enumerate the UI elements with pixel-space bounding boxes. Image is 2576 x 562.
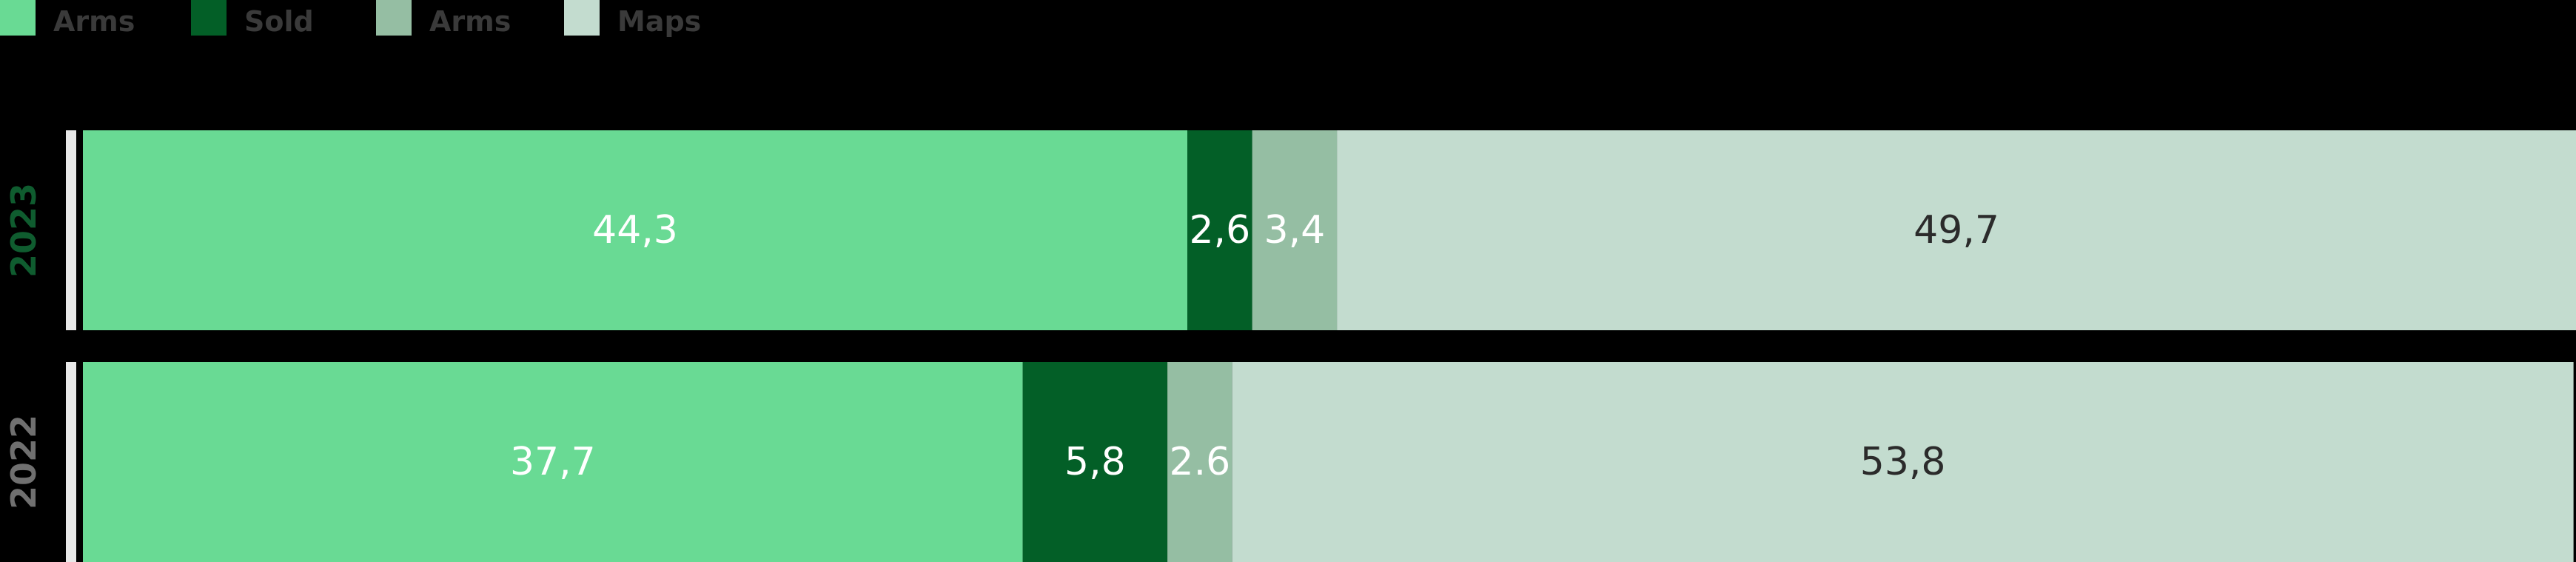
- bar-value-label: 53,8: [1860, 440, 1946, 484]
- bar-value-label: 2,6: [1189, 208, 1250, 252]
- bar-value-label: 37,7: [510, 440, 596, 484]
- bar-value-label: 49,7: [1913, 208, 1999, 252]
- legend-label: Arms: [429, 5, 511, 38]
- bar-segment: [1232, 362, 2574, 562]
- category-label: 2022: [4, 415, 44, 509]
- bar-segment: [1337, 130, 2576, 330]
- legend-swatch: [564, 0, 600, 36]
- bar-segment: [1187, 130, 1252, 330]
- legend-label: Maps: [617, 5, 701, 38]
- bar-segment: [83, 130, 1188, 330]
- legend-swatch: [376, 0, 412, 36]
- bar-value-label: 3,4: [1264, 208, 1325, 252]
- bar-segment: [1252, 130, 1338, 330]
- category-label: 2023: [4, 183, 44, 278]
- bar-segment: [1022, 362, 1168, 562]
- bar-segment: [83, 362, 1023, 562]
- legend-label: Arms: [53, 5, 135, 38]
- legend-swatch: [0, 0, 36, 36]
- bar-segment: [1167, 362, 1232, 562]
- bar-value-label: 2.6: [1170, 440, 1231, 484]
- legend-label: Sold: [244, 5, 314, 38]
- row-marker: [66, 130, 76, 330]
- legend-swatch: [191, 0, 227, 36]
- bar-value-label: 44,3: [592, 208, 678, 252]
- bar-value-label: 5,8: [1064, 440, 1126, 484]
- row-marker: [66, 362, 76, 562]
